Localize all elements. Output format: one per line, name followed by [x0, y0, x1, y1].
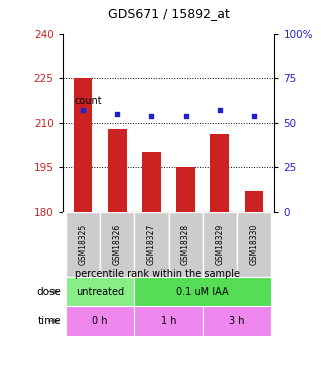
Text: GSM18325: GSM18325	[79, 224, 88, 265]
Bar	[203, 211, 237, 277]
Bar	[210, 135, 229, 212]
Point	[81, 107, 86, 113]
Bar	[237, 211, 271, 277]
Bar	[245, 191, 263, 211]
Text: 1 h: 1 h	[161, 316, 176, 326]
Bar	[66, 277, 134, 306]
Bar	[134, 306, 203, 336]
Point	[217, 107, 222, 113]
Bar	[74, 78, 92, 212]
Text: count: count	[75, 96, 102, 106]
Text: untreated: untreated	[76, 287, 124, 297]
Bar	[66, 38, 72, 158]
Point	[115, 111, 120, 117]
Text: GSM18326: GSM18326	[113, 224, 122, 265]
Bar	[66, 211, 100, 277]
Text: dose: dose	[36, 287, 61, 297]
Bar	[108, 129, 127, 211]
Bar	[100, 211, 134, 277]
Bar	[203, 306, 271, 336]
Text: GSM18329: GSM18329	[215, 224, 224, 265]
Point	[183, 112, 188, 118]
Text: GDS671 / 15892_at: GDS671 / 15892_at	[108, 7, 230, 20]
Point	[251, 112, 256, 118]
Bar	[66, 306, 134, 336]
Bar	[134, 277, 271, 306]
Bar	[134, 211, 169, 277]
Text: GSM18327: GSM18327	[147, 224, 156, 265]
Text: time: time	[37, 316, 61, 326]
Text: 0 h: 0 h	[92, 316, 108, 326]
Text: GSM18330: GSM18330	[249, 224, 258, 265]
Bar	[176, 167, 195, 211]
Text: 3 h: 3 h	[229, 316, 245, 326]
Text: percentile rank within the sample: percentile rank within the sample	[75, 269, 240, 279]
Text: 0.1 uM IAA: 0.1 uM IAA	[176, 287, 229, 297]
Point	[149, 112, 154, 118]
Bar	[169, 211, 203, 277]
Bar	[142, 152, 161, 211]
Bar	[66, 210, 72, 330]
Text: GSM18328: GSM18328	[181, 224, 190, 265]
